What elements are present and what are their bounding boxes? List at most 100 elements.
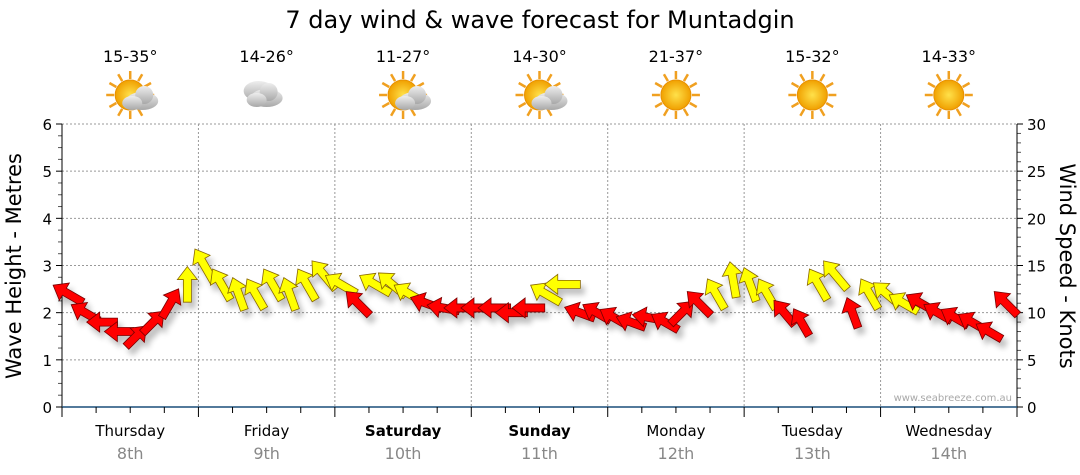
sun-ray [799, 108, 806, 117]
day-temperature: 11-27° [376, 47, 431, 66]
sun-ray [662, 108, 670, 117]
y-right-tick-label: 25 [1027, 163, 1046, 181]
sun-ray [137, 108, 144, 117]
sun-ray [825, 101, 834, 109]
wind-arrow [667, 300, 694, 328]
sun-ray [825, 81, 834, 89]
cloud-puff [246, 93, 267, 107]
sun-ray [935, 108, 942, 117]
sun-disc [933, 79, 965, 111]
sun-ray [518, 81, 527, 89]
wind-arrow [511, 297, 546, 319]
day-date: 10th [385, 444, 422, 463]
sun-ray [409, 108, 417, 117]
partly-cloudy-icon [379, 71, 432, 119]
day-name: Wednesday [905, 422, 992, 440]
sun-ray [389, 108, 397, 117]
sun-ray [955, 108, 962, 117]
chart-title: 7 day wind & wave forecast for Muntadgin [285, 6, 794, 34]
wind-arrow [738, 267, 761, 303]
cloudy-icon [243, 81, 283, 107]
wind-arrow [615, 311, 648, 332]
cloud-puff [395, 96, 416, 110]
y-right-tick-label: 20 [1027, 210, 1046, 228]
y-right-tick-label: 15 [1027, 258, 1046, 276]
wind-arrow [138, 310, 165, 337]
y-left-tick-label: 5 [42, 163, 52, 181]
sun-ray [117, 108, 124, 117]
sunny-icon [924, 71, 973, 119]
wind-arrow [686, 291, 715, 319]
sun-ray [654, 101, 663, 109]
day-date: 11th [521, 444, 558, 463]
wind-arrow [358, 272, 393, 298]
cloud-puff [122, 96, 143, 110]
y-left-tick-label: 0 [42, 399, 52, 417]
cloud-shape [531, 86, 568, 110]
y-left-tick-label: 3 [42, 258, 52, 276]
sun-ray [790, 101, 800, 109]
cloud-puff [531, 96, 552, 110]
wind-arrow [295, 268, 320, 303]
wind-arrow [993, 291, 1022, 319]
sun-ray [689, 81, 698, 89]
sun-disc [796, 79, 828, 111]
sun-ray [927, 101, 936, 109]
day-name: Sunday [508, 422, 571, 440]
wind-arrow [975, 321, 1005, 343]
day-name: Tuesday [781, 422, 843, 440]
sun-ray [526, 108, 533, 117]
day-name: Thursday [94, 422, 165, 440]
sun-ray [962, 81, 971, 89]
sun-ray [682, 108, 690, 117]
sunny-icon [788, 71, 837, 119]
cloud-shape [395, 86, 432, 110]
y-left-tick-label: 4 [42, 210, 52, 228]
y-right-tick-label: 5 [1027, 352, 1037, 370]
sun-ray [689, 101, 698, 109]
wind-arrow [52, 282, 86, 307]
wind-arrow [790, 308, 814, 338]
y-axis-right-label: Wind Speed - Knots [1055, 163, 1079, 368]
wind-arrow [721, 261, 743, 299]
sun-ray [108, 101, 117, 109]
grid [62, 123, 1017, 407]
sun-ray [546, 108, 553, 117]
axes: 0 1 2 3 4 5 6 0 5 10 15 20 25 30 [42, 116, 1046, 417]
sun-ray [381, 81, 390, 89]
sun-ray [654, 81, 663, 89]
wind-arrows [52, 248, 1022, 350]
sun-ray [790, 81, 800, 89]
y-right-tick-label: 0 [1027, 399, 1037, 417]
wind-arrow [704, 278, 729, 312]
sun-ray [819, 108, 826, 117]
sun-ray [137, 73, 144, 82]
wind-arrow [345, 291, 374, 319]
day-date: 12th [658, 444, 695, 463]
watermark: www.seabreeze.com.au [894, 393, 1012, 404]
sun-ray [518, 101, 527, 109]
wind-arrow [158, 288, 182, 321]
cloud-shape [243, 81, 283, 107]
y-axis-left-label: Wave Height - Metres [2, 153, 26, 379]
day-headers: Thursday 8th 15-35° Friday 9th 14-26° Saturday… [94, 47, 992, 463]
day-temperature: 14-26° [239, 47, 294, 66]
wind-arrow [823, 260, 851, 293]
day-temperature: 14-30° [512, 47, 567, 66]
sun-ray [662, 73, 670, 82]
day-date: 8th [117, 444, 144, 463]
sun-ray [389, 73, 397, 82]
partly-cloudy-icon [515, 71, 568, 119]
sun-ray [955, 73, 962, 82]
cloud-shape [122, 86, 159, 110]
day-date: 9th [253, 444, 280, 463]
day-name: Friday [244, 422, 290, 440]
day-date: 13th [794, 444, 831, 463]
wind-arrow [806, 268, 832, 303]
y-right-tick-label: 30 [1027, 116, 1046, 134]
y-left-tick-label: 1 [42, 352, 52, 370]
sun-ray [927, 81, 936, 89]
y-left-tick-label: 2 [42, 305, 52, 323]
